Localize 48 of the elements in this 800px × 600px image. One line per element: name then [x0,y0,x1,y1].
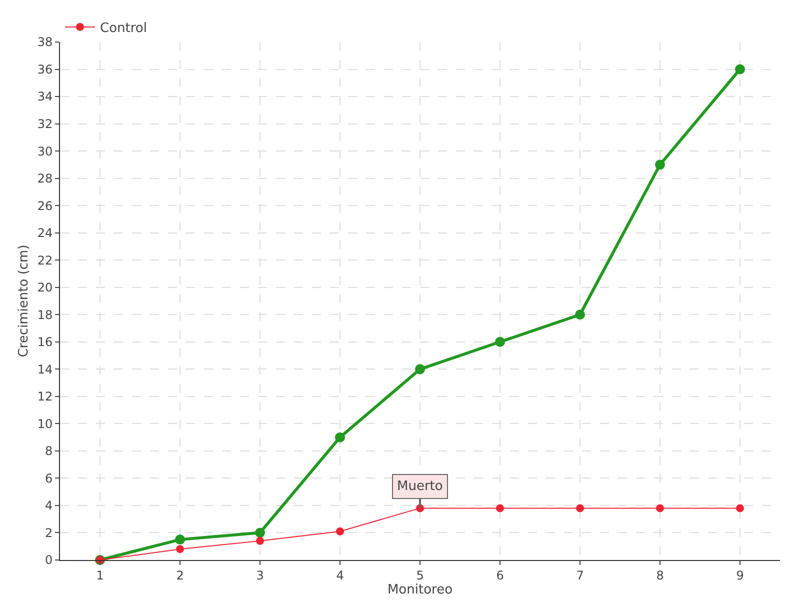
point [656,504,664,512]
x-tick-label: 5 [416,568,424,582]
point [175,534,185,545]
y-tick-label: 8 [44,444,53,458]
point [336,527,344,536]
x-tick-label: 7 [576,568,584,582]
x-axis-title: Monitoreo [387,582,453,598]
y-tick-label: 4 [44,498,53,513]
y-tick-label: 18 [37,308,53,322]
x-tick-label: 2 [176,568,184,582]
x-tick-label: 6 [496,568,504,582]
y-tick-label: 10 [37,416,53,431]
y-tick-label: 24 [37,226,53,240]
point [575,310,585,320]
y-tick-label: 0 [44,553,53,568]
point [415,364,425,374]
point [495,336,505,347]
y-tick-label: 2 [44,526,53,540]
y-tick-label: 34 [37,90,53,104]
annotation: Muerto [397,479,443,494]
x-tick-label: 1 [96,568,104,582]
point [736,504,744,512]
point [256,536,264,545]
point [735,64,745,74]
y-tick-label: 30 [37,144,53,158]
x-tick-label: 3 [256,568,264,582]
y-tick-label: 14 [37,362,53,376]
legend-label: Control [100,21,147,36]
point [496,504,504,512]
x-tick-label: 4 [336,568,344,582]
y-tick-label: 12 [37,390,53,404]
y-tick-label: 20 [37,280,53,295]
x-tick-label: 8 [656,568,664,582]
y-tick-label: 36 [37,62,53,76]
point [255,528,265,538]
y-tick-label: 6 [44,471,53,486]
y-tick-label: 32 [37,116,53,131]
y-tick-label: 28 [37,172,53,186]
x-tick-label: 9 [736,568,744,582]
y-tick-label: 22 [37,253,53,268]
point [176,545,184,554]
y-axis-title: Crecimiento (cm) [16,244,32,358]
point [576,504,584,512]
point [335,432,345,442]
y-tick-label: 26 [37,198,53,213]
y-tick-label: 38 [37,35,53,50]
point [655,160,665,170]
y-tick-label: 16 [37,335,53,350]
